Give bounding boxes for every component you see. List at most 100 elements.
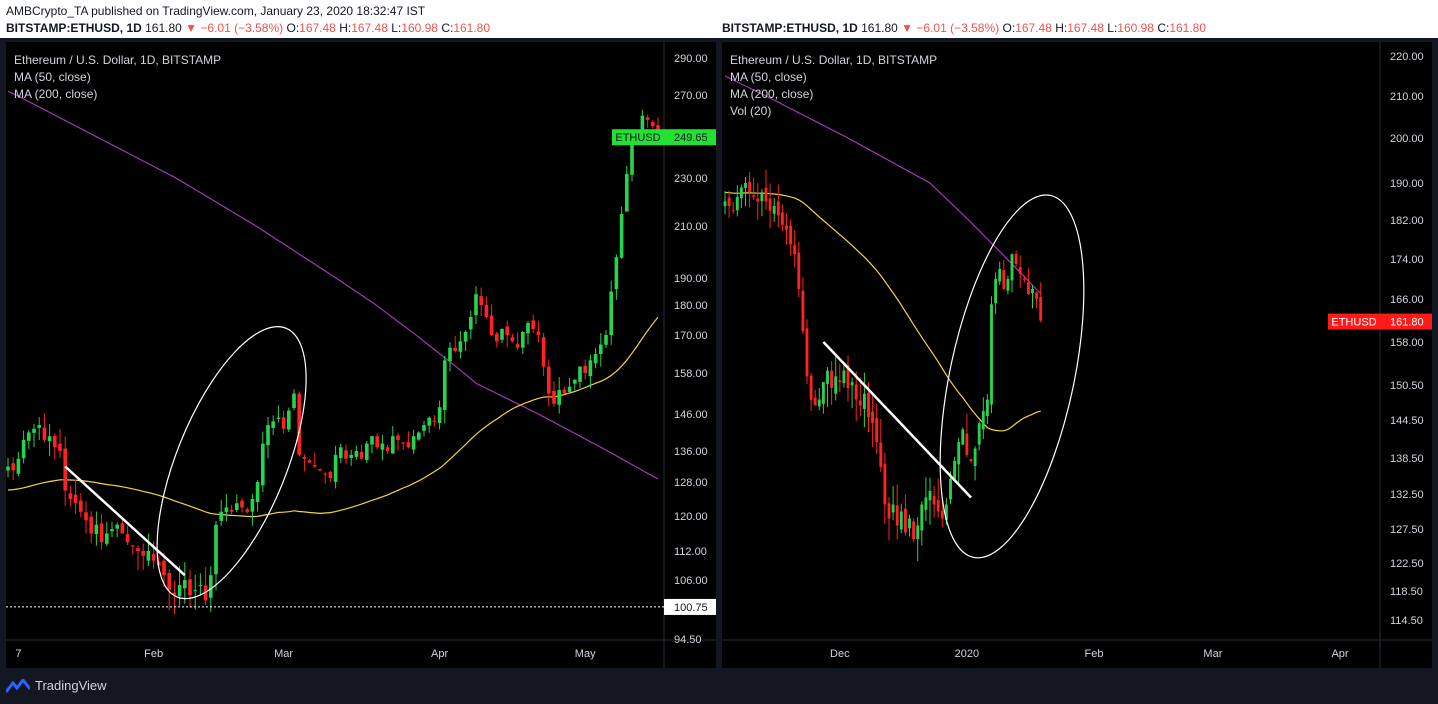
time-tick-label: Feb bbox=[144, 648, 163, 660]
candle-body bbox=[73, 494, 78, 504]
candle-body bbox=[858, 400, 862, 406]
ma50-line bbox=[724, 191, 1041, 432]
candle-body bbox=[572, 379, 577, 384]
candle-body bbox=[177, 585, 182, 597]
close-value: 161.80 bbox=[1169, 21, 1207, 35]
candle-body bbox=[271, 421, 276, 428]
price-badge-value: 161.80 bbox=[1390, 317, 1424, 329]
candle-body bbox=[359, 451, 364, 459]
candle-body bbox=[406, 442, 411, 448]
candle-body bbox=[752, 195, 756, 197]
candle-body bbox=[776, 201, 780, 216]
candle-body bbox=[136, 548, 140, 551]
candle-body bbox=[89, 516, 94, 534]
candle-body bbox=[229, 509, 234, 512]
candle-body bbox=[1010, 254, 1014, 281]
last-price: 161.80 bbox=[145, 21, 182, 35]
candle-body bbox=[817, 399, 821, 407]
candle-body bbox=[463, 332, 468, 342]
candle-body bbox=[390, 436, 395, 454]
candle-body bbox=[292, 393, 296, 409]
candle-body bbox=[640, 115, 645, 131]
candle-body bbox=[1018, 267, 1022, 274]
open-value: 167.48 bbox=[299, 21, 336, 35]
candle-body bbox=[567, 386, 572, 393]
candle-body bbox=[78, 500, 83, 512]
candle-body bbox=[193, 590, 198, 592]
candle-body bbox=[830, 370, 834, 388]
price-tick-label: 220.00 bbox=[1390, 51, 1424, 63]
candle-body bbox=[401, 442, 406, 444]
price-tick-label: 290.00 bbox=[674, 53, 708, 65]
price-tick-label: 200.00 bbox=[1390, 133, 1424, 145]
candle-body bbox=[1006, 279, 1010, 291]
price-badge-value-bg bbox=[664, 129, 716, 146]
candle-body bbox=[286, 410, 291, 430]
candle-body bbox=[333, 454, 338, 482]
price-tick-label: 128.00 bbox=[674, 477, 708, 489]
candle-body bbox=[115, 524, 120, 529]
publisher-line: AMBCrypto_TA published on TradingView.co… bbox=[6, 4, 426, 18]
time-tick-label: Dec bbox=[830, 648, 850, 660]
candle-body bbox=[323, 473, 328, 475]
candle-body bbox=[916, 525, 920, 540]
legend-ma50: MA (50, close) bbox=[14, 70, 91, 84]
candle-body bbox=[604, 335, 608, 345]
candle-body bbox=[879, 442, 883, 467]
price-tick-label: 132.50 bbox=[1390, 489, 1424, 501]
price-tick-label: 150.50 bbox=[1390, 380, 1424, 392]
candle-body bbox=[494, 333, 499, 342]
candle-body bbox=[912, 521, 916, 540]
low-value: 160.98 bbox=[1117, 21, 1154, 35]
high-label: H: bbox=[1055, 21, 1068, 35]
high-label: H: bbox=[339, 21, 352, 35]
candle-body bbox=[427, 417, 432, 426]
candle-body bbox=[624, 173, 629, 212]
candle-body bbox=[281, 417, 286, 429]
price-tick-label: 127.50 bbox=[1390, 524, 1424, 536]
price-badge-value-bg bbox=[1380, 313, 1432, 330]
candle-body bbox=[1022, 278, 1026, 280]
candle-body bbox=[723, 201, 727, 207]
candle-body bbox=[789, 225, 793, 245]
chart-panel-right[interactable]: 220.00 210.00 200.00 190.00 182.00 174.00 166.… bbox=[722, 42, 1432, 668]
chart-svg-left[interactable]: 290.00 270.00 230.00 210.00 190.00 180.00 170.… bbox=[6, 42, 716, 668]
time-tick-label: 7 bbox=[15, 648, 21, 660]
candle-body bbox=[219, 511, 224, 521]
candle-body bbox=[834, 376, 838, 394]
candle-body bbox=[867, 392, 870, 418]
candle-body bbox=[768, 198, 772, 211]
candle-body bbox=[515, 344, 520, 348]
candle-body bbox=[650, 121, 655, 127]
candle-body bbox=[16, 458, 21, 474]
candle-body bbox=[297, 393, 302, 455]
candle-body bbox=[130, 545, 135, 547]
chart-title: Ethereum / U.S. Dollar, 1D, BITSTAMP bbox=[730, 53, 938, 67]
tradingview-brand[interactable]: TradingView bbox=[6, 678, 107, 693]
chart-svg-right[interactable]: 220.00 210.00 200.00 190.00 182.00 174.00 166.… bbox=[722, 42, 1432, 668]
candle-body bbox=[578, 366, 582, 382]
candle-body bbox=[21, 439, 26, 459]
candle-body bbox=[250, 499, 255, 512]
chart-panel-left[interactable]: 290.00 270.00 230.00 210.00 190.00 180.00 170.… bbox=[6, 42, 716, 668]
support-value: 100.75 bbox=[674, 602, 708, 614]
price-tick-label: 180.00 bbox=[674, 300, 708, 312]
candle-body bbox=[182, 580, 187, 589]
candle-body bbox=[850, 382, 854, 386]
trendline bbox=[822, 341, 972, 499]
candle-body bbox=[411, 436, 416, 450]
price-tick-label: 190.00 bbox=[674, 273, 708, 285]
price-tick-label: 144.50 bbox=[1390, 415, 1424, 427]
chart-legend-right: Ethereum / U.S. Dollar, 1D, BITSTAMP MA … bbox=[730, 52, 937, 120]
legend-ma200: MA (200, close) bbox=[14, 87, 98, 101]
high-value: 167.48 bbox=[1067, 21, 1104, 35]
last-price: 161.80 bbox=[861, 21, 898, 35]
candle-body bbox=[940, 510, 944, 519]
candle-body bbox=[760, 192, 764, 202]
candle-body bbox=[883, 463, 887, 505]
time-tick-label: May bbox=[575, 648, 596, 660]
candle-body bbox=[162, 560, 166, 576]
price-tick-label: 112.00 bbox=[674, 546, 707, 558]
close-label: C: bbox=[441, 21, 454, 35]
candle-body bbox=[936, 500, 940, 512]
